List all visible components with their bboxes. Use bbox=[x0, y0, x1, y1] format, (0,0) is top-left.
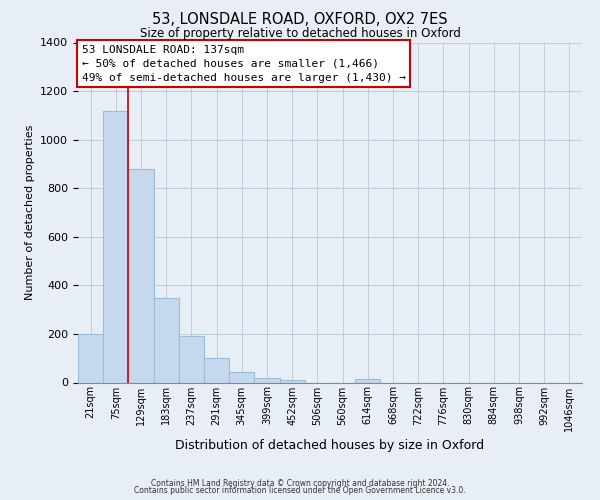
Text: 53 LONSDALE ROAD: 137sqm
← 50% of detached houses are smaller (1,466)
49% of sem: 53 LONSDALE ROAD: 137sqm ← 50% of detach… bbox=[82, 45, 406, 83]
X-axis label: Distribution of detached houses by size in Oxford: Distribution of detached houses by size … bbox=[175, 439, 485, 452]
Bar bbox=[229, 372, 254, 382]
Bar bbox=[128, 169, 154, 382]
Y-axis label: Number of detached properties: Number of detached properties bbox=[25, 125, 35, 300]
Text: Size of property relative to detached houses in Oxford: Size of property relative to detached ho… bbox=[140, 28, 460, 40]
Bar bbox=[179, 336, 204, 382]
Bar bbox=[355, 379, 380, 382]
Bar bbox=[280, 380, 305, 382]
Bar bbox=[254, 378, 280, 382]
Text: 53, LONSDALE ROAD, OXFORD, OX2 7ES: 53, LONSDALE ROAD, OXFORD, OX2 7ES bbox=[152, 12, 448, 28]
Bar bbox=[204, 358, 229, 382]
Bar bbox=[154, 298, 179, 382]
Text: Contains public sector information licensed under the Open Government Licence v3: Contains public sector information licen… bbox=[134, 486, 466, 495]
Bar bbox=[103, 110, 128, 382]
Text: Contains HM Land Registry data © Crown copyright and database right 2024.: Contains HM Land Registry data © Crown c… bbox=[151, 478, 449, 488]
Bar bbox=[78, 334, 103, 382]
